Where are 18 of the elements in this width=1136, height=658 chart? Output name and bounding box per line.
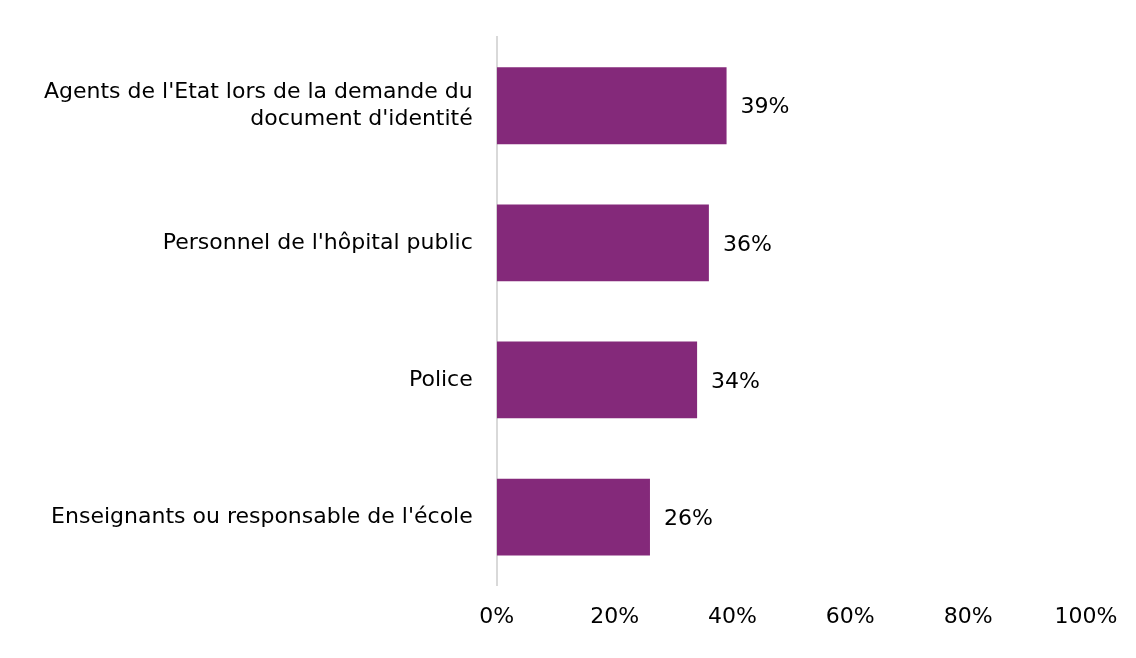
bar	[496, 478, 650, 556]
x-tick-label: 40%	[708, 602, 757, 628]
x-tick-label: 100%	[1054, 602, 1118, 628]
y-tick-label: Agents de l'Etat lors de la demande du document d'identité	[44, 78, 473, 130]
data-label: 39%	[740, 93, 790, 119]
bar	[496, 204, 709, 282]
bar	[496, 67, 727, 145]
data-label: 34%	[711, 367, 761, 393]
y-tick-label: Police	[408, 365, 473, 391]
data-label: 36%	[722, 230, 772, 256]
y-tick-label: Enseignants ou responsable de l'école	[51, 502, 473, 528]
bar	[496, 341, 698, 419]
x-tick-label: 20%	[590, 602, 640, 628]
x-tick-label: 0%	[479, 602, 515, 628]
x-tick-label: 60%	[825, 602, 875, 628]
y-tick-label: Personnel de l'hôpital public	[162, 228, 473, 254]
x-tick-label: 80%	[943, 602, 993, 628]
data-label: 26%	[663, 504, 713, 530]
